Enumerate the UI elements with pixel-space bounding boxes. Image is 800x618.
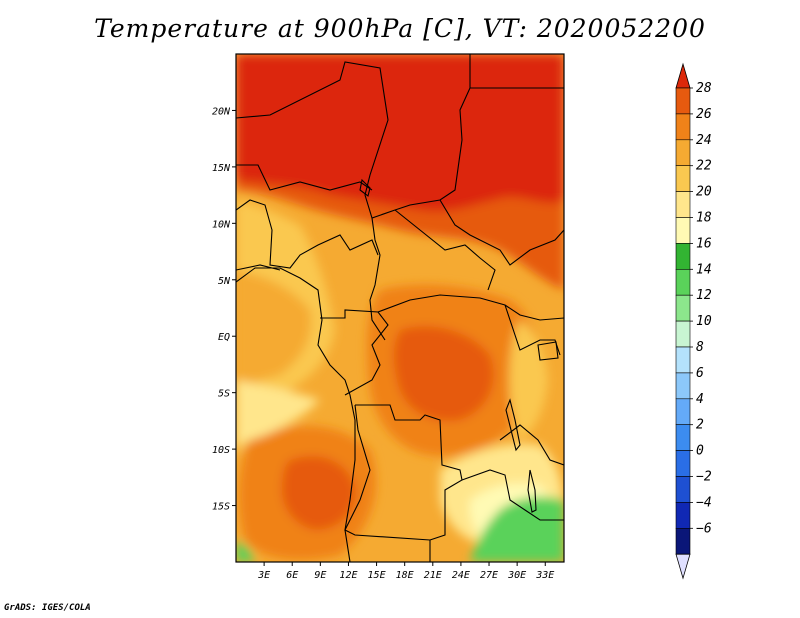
x-tick-label: 33E	[535, 570, 554, 581]
colorbar-bin	[675, 346, 691, 374]
colorbar-label: 8	[696, 340, 704, 355]
country-borders	[236, 54, 564, 562]
x-tick-label: 18E	[396, 570, 414, 581]
border-line	[439, 199, 564, 266]
y-tick-label: 5S	[218, 389, 230, 400]
field-region-southwest-green	[236, 540, 255, 562]
y-tick-label: 15S	[212, 502, 230, 513]
colorbar-bin	[675, 502, 691, 529]
lake-malawi	[527, 469, 537, 513]
chart-title: Temperature at 900hPa [C], VT: 202005220…	[94, 14, 706, 43]
x-tick-label: 15E	[368, 570, 386, 581]
border-line	[461, 469, 564, 521]
colorbar-bin	[675, 476, 691, 503]
y-tick-label: 15N	[212, 163, 231, 174]
colorbar-bin	[675, 113, 691, 141]
colorbar-label: 12	[696, 288, 712, 303]
colorbar-label: −2	[696, 470, 712, 485]
colorbar-bin	[675, 398, 691, 425]
lake-chad	[359, 178, 371, 197]
colorbar-bin	[675, 372, 691, 400]
x-tick-label: 24E	[452, 570, 470, 581]
coastline	[236, 267, 356, 562]
colorbar-bin	[675, 424, 691, 451]
y-tick-label: 20N	[212, 106, 231, 117]
colorbar-label: 16	[696, 236, 712, 251]
field-region-angola-core	[281, 456, 356, 530]
colorbar-bin	[675, 320, 691, 348]
x-tick-label: 6E	[286, 570, 298, 581]
colorbar-bin	[675, 87, 691, 115]
colorbar-bin	[675, 527, 691, 555]
map-frame	[235, 53, 565, 563]
colorbar-label: 10	[696, 314, 712, 329]
colorbar-label: 26	[696, 107, 712, 122]
colorbar-label: 6	[696, 366, 704, 381]
colorbar-bin	[675, 139, 691, 167]
y-axis: 20N 15N 10N 5N EQ 5S 10S 15S	[212, 106, 236, 513]
colorbar-label: 4	[696, 392, 704, 407]
border-line	[499, 424, 564, 466]
border-line	[344, 404, 431, 541]
field-region-congo-core	[393, 326, 494, 421]
x-tick-label: 30E	[507, 570, 526, 581]
colorbar-bin	[675, 217, 691, 244]
colorbar-label: 24	[696, 133, 712, 148]
y-tick-label: 10S	[212, 445, 230, 456]
x-tick-label: 9E	[314, 570, 326, 581]
x-tick-label: 3E	[257, 570, 270, 581]
colorbar-bin	[675, 268, 691, 296]
colorbar-label: −6	[696, 521, 712, 536]
colorbar-label: 14	[696, 262, 712, 277]
colorbar-label: −4	[696, 495, 712, 510]
temperature-field	[236, 54, 564, 562]
field-region-gulf	[236, 270, 311, 390]
x-tick-label: 12E	[339, 570, 357, 581]
field-region-east-highlands	[470, 497, 564, 562]
colorbar-bin	[675, 191, 691, 218]
border-line	[355, 404, 463, 562]
colorbar-label: 18	[696, 211, 712, 226]
y-tick-label: 10N	[212, 219, 231, 230]
colorbar-label: 0	[696, 444, 704, 459]
field-region-atlantic-south	[236, 380, 320, 455]
border-line	[369, 217, 386, 341]
colorbar-top-arrow	[675, 62, 691, 89]
x-tick-label: 21E	[424, 570, 442, 581]
x-axis: 3E 6E 9E 12E 15E 18E 21E 24E 27E 30E 33E	[257, 562, 554, 581]
border-line	[377, 294, 564, 321]
x-tick-label: 27E	[480, 570, 498, 581]
border-line	[236, 199, 379, 269]
colorbar-label: 28	[696, 81, 712, 96]
lake-tanganyika	[505, 398, 521, 452]
colorbar-label: 2	[696, 418, 704, 433]
colorbar-bin	[675, 294, 691, 322]
border-line	[236, 164, 373, 191]
border-line	[320, 309, 389, 396]
y-tick-label: EQ	[218, 332, 230, 343]
colorbar-bin	[675, 243, 691, 270]
y-tick-label: 5N	[218, 276, 231, 287]
border-line	[394, 209, 496, 291]
colorbar-bin	[675, 450, 691, 477]
colorbar-bottom-arrow	[675, 553, 691, 580]
grads-footer: GrADS: IGES/COLA	[4, 603, 91, 613]
colorbar-label: 22	[696, 159, 712, 174]
colorbar-bin	[675, 165, 691, 192]
colorbar-label: 20	[696, 185, 712, 200]
lake-victoria	[537, 341, 559, 361]
field-region-sahara	[236, 54, 564, 212]
